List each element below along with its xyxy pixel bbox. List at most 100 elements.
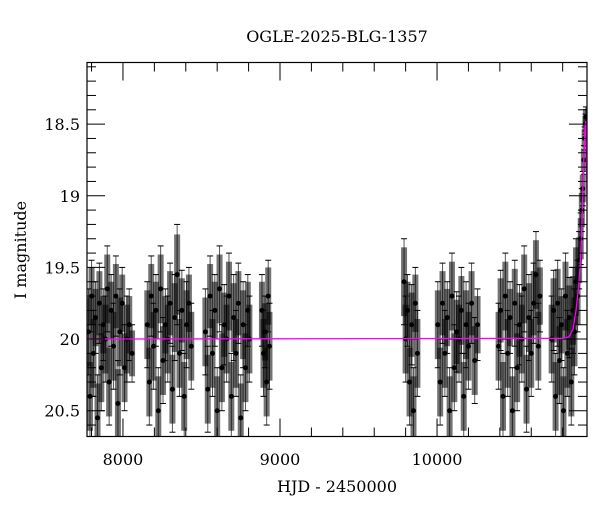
point-density-band xyxy=(523,354,530,424)
point-density-band xyxy=(148,263,155,329)
point-density-band xyxy=(169,354,176,424)
point-density-band xyxy=(258,281,265,340)
point-density-band xyxy=(564,318,571,388)
point-density-band xyxy=(126,296,133,354)
point-density-band xyxy=(507,288,514,347)
point-density-band xyxy=(92,288,99,347)
point-density-band xyxy=(235,271,242,336)
point-density-band xyxy=(167,271,174,336)
y-tick-label: 20.5 xyxy=(44,402,80,421)
point-density-band xyxy=(558,296,565,354)
point-density-band xyxy=(401,247,408,317)
point-density-band xyxy=(185,274,192,332)
chart-title: OGLE-2025-BLG-1357 xyxy=(246,27,428,46)
point-density-band xyxy=(550,278,557,343)
point-density-band xyxy=(511,268,518,338)
point-density-band xyxy=(202,297,209,367)
point-density-band xyxy=(552,361,559,431)
point-density-band xyxy=(446,376,453,437)
point-density-band xyxy=(471,326,478,395)
point-density-band xyxy=(439,271,446,336)
point-density-band xyxy=(160,326,167,395)
point-density-band xyxy=(240,290,247,360)
y-tick-label: 19.5 xyxy=(44,258,80,277)
point-density-band xyxy=(582,108,587,125)
point-density-band xyxy=(129,330,136,377)
point-density-band xyxy=(94,383,101,437)
point-density-band xyxy=(528,318,535,388)
point-density-band xyxy=(560,376,567,437)
point-density-band xyxy=(502,261,509,331)
point-density-band xyxy=(174,234,181,315)
point-density-band xyxy=(410,376,417,437)
point-density-band xyxy=(209,318,216,388)
point-density-band xyxy=(566,285,573,350)
point-density-band xyxy=(412,274,419,332)
point-density-band xyxy=(176,318,183,388)
y-axis-label: I magnitude xyxy=(11,201,30,299)
point-density-band xyxy=(262,303,269,361)
point-density-band xyxy=(408,292,415,357)
point-density-band xyxy=(157,254,164,324)
y-tick-label: 20 xyxy=(60,330,80,349)
point-density-band xyxy=(265,267,272,325)
point-density-band xyxy=(497,278,504,343)
point-density-band xyxy=(263,347,270,417)
point-density-band xyxy=(535,311,542,381)
point-density-band xyxy=(242,333,249,403)
point-density-band xyxy=(504,318,511,388)
point-density-band xyxy=(188,311,195,381)
point-density-band xyxy=(499,361,506,431)
x-axis-label: HJD - 2450000 xyxy=(277,477,397,496)
point-density-band xyxy=(460,361,467,431)
point-density-band xyxy=(110,311,117,381)
x-tick-label: 10000 xyxy=(412,450,463,469)
point-density-band xyxy=(228,361,235,431)
point-density-band xyxy=(568,347,575,417)
point-density-band xyxy=(207,263,214,329)
point-density-band xyxy=(211,281,218,340)
point-density-band xyxy=(451,333,458,403)
point-density-band xyxy=(181,361,188,431)
point-density-band xyxy=(536,267,543,325)
point-density-band xyxy=(576,237,583,284)
point-density-band xyxy=(114,369,121,437)
axes: 8000 9000 10000 18.5 19 19.5 20 20.5 xyxy=(44,62,587,469)
point-density-band xyxy=(554,268,561,338)
x-tick-label: 9000 xyxy=(260,450,301,469)
point-density-band xyxy=(233,318,240,388)
point-density-band xyxy=(204,354,211,424)
y-tick-label: 19 xyxy=(60,187,80,206)
point-density-band xyxy=(458,276,465,345)
point-density-band xyxy=(266,311,273,381)
point-density-band xyxy=(155,376,162,437)
point-density-band xyxy=(144,290,151,360)
point-density-band xyxy=(465,311,472,381)
point-density-band xyxy=(96,271,103,336)
point-density-band xyxy=(150,311,157,381)
point-density-band xyxy=(112,263,119,329)
point-density-band xyxy=(225,261,232,331)
point-density-band xyxy=(230,283,237,352)
point-density-band xyxy=(406,347,413,417)
point-density-band xyxy=(146,347,153,417)
point-density-band xyxy=(474,296,481,354)
point-density-band xyxy=(108,281,115,340)
point-density-band xyxy=(441,318,448,388)
point-density-band xyxy=(171,283,178,352)
point-density-band xyxy=(556,326,563,395)
point-density-band xyxy=(562,261,569,331)
point-density-band xyxy=(437,347,444,417)
point-density-band xyxy=(518,304,525,374)
point-density-band xyxy=(404,281,411,340)
point-density-band xyxy=(119,274,126,332)
point-density-band xyxy=(152,281,159,340)
plot-area xyxy=(87,106,587,437)
point-density-band xyxy=(495,311,502,381)
point-density-band xyxy=(434,290,441,360)
point-density-band xyxy=(532,240,539,309)
point-density-band xyxy=(509,376,516,437)
point-density-band xyxy=(218,333,225,403)
point-density-band xyxy=(514,333,521,403)
